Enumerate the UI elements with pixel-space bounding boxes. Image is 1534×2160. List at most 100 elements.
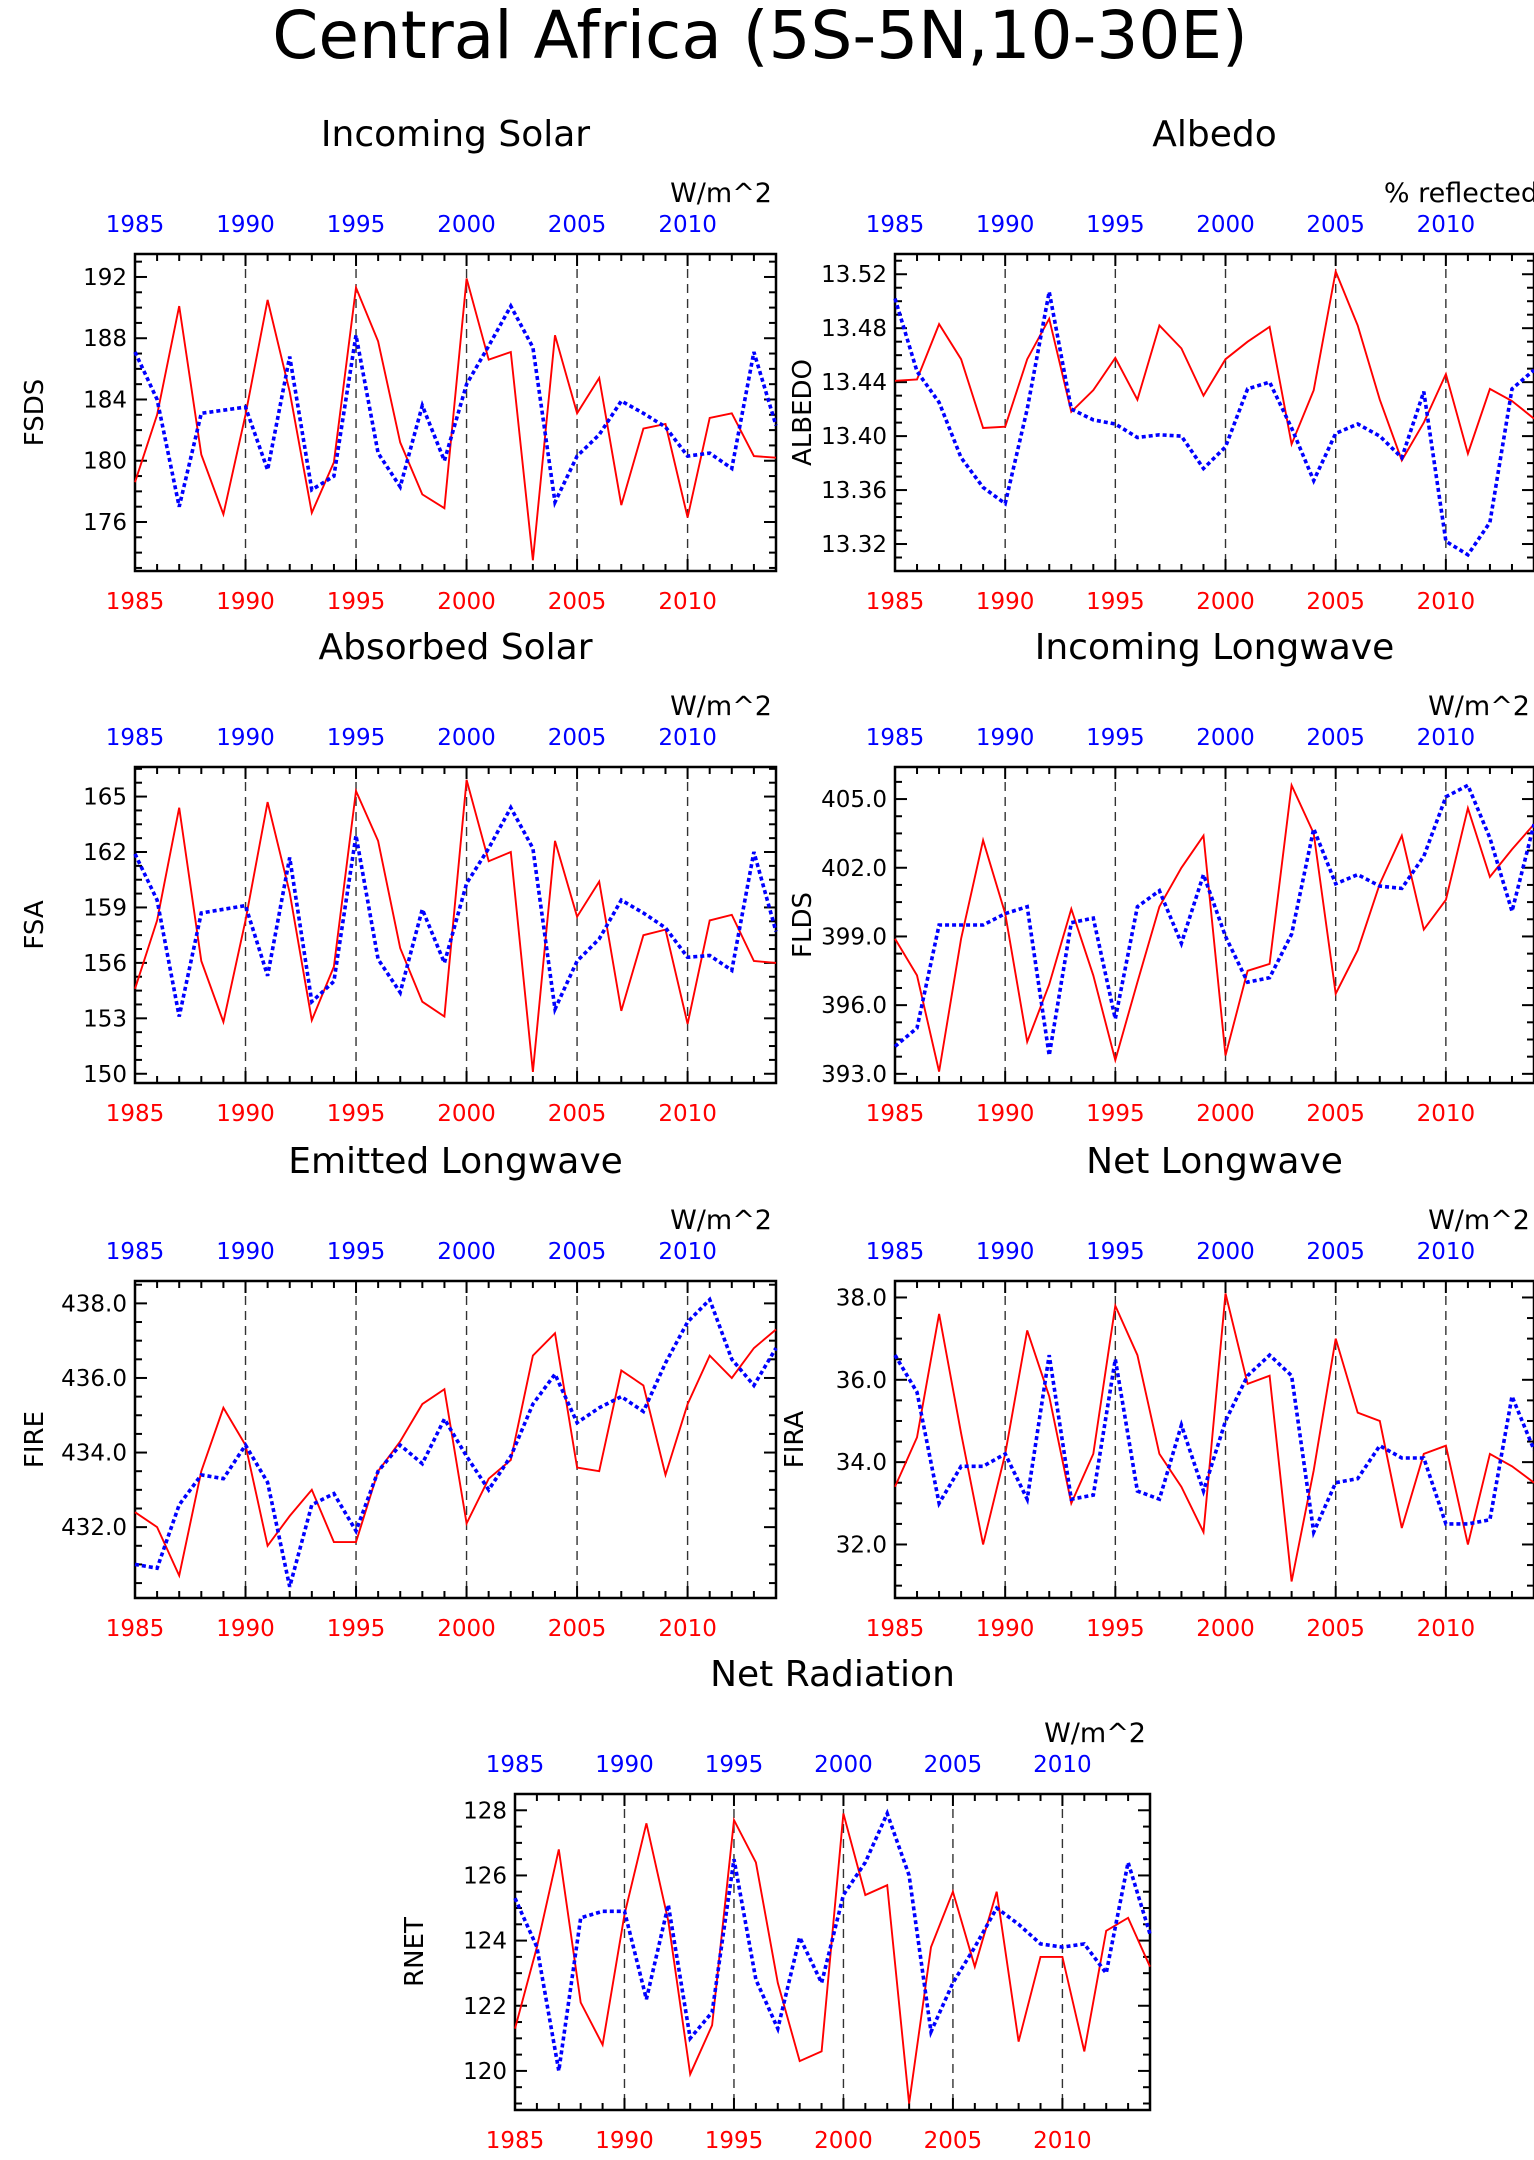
units-label: W/m^2 xyxy=(670,178,772,209)
series-line-dotted xyxy=(893,291,1534,558)
x-tick-label-bottom: 1985 xyxy=(866,1616,925,1642)
x-tick-label-top: 1985 xyxy=(866,725,925,751)
y-tick-label: 405.0 xyxy=(821,787,887,813)
y-tick-label: 13.52 xyxy=(821,262,887,288)
y-tick-label: 13.48 xyxy=(821,316,887,342)
x-tick-label-bottom: 1990 xyxy=(216,1616,275,1642)
x-tick-label-top: 1985 xyxy=(106,1239,165,1265)
series-line-solid xyxy=(894,781,1534,1072)
series-line-dotted xyxy=(893,782,1534,1056)
x-tick-label-top: 1985 xyxy=(866,212,925,238)
y-axis-label: RNET xyxy=(400,1917,430,1987)
y-tick-label: 393.0 xyxy=(821,1062,887,1088)
x-tick-label-bottom: 2010 xyxy=(1417,1101,1476,1127)
x-tick-label-bottom: 2005 xyxy=(548,1101,607,1127)
x-tick-label-top: 1995 xyxy=(1086,1239,1145,1265)
x-tick-label-bottom: 1990 xyxy=(216,1101,275,1127)
plot-frame xyxy=(133,1279,778,1600)
units-label: W/m^2 xyxy=(670,691,772,722)
y-tick-label: 402.0 xyxy=(821,856,887,882)
panel-6: Net Longwave W/m^2 1985 1985 1990 1990 1995 199… xyxy=(780,1141,1534,1642)
x-tick-label-bottom: 2000 xyxy=(437,589,496,615)
y-tick-label: 36.0 xyxy=(836,1368,887,1394)
x-tick-label-top: 1995 xyxy=(1086,725,1145,751)
x-tick-label-bottom: 2010 xyxy=(658,1616,717,1642)
x-tick-label-top: 1985 xyxy=(866,1239,925,1265)
x-tick-label-bottom: 1985 xyxy=(106,589,165,615)
x-tick-label-bottom: 2005 xyxy=(924,2128,983,2154)
y-tick-label: 184 xyxy=(83,387,127,413)
x-tick-label-top: 1990 xyxy=(976,725,1035,751)
panel-2: Albedo % reflected 1985 1985 1990 1990 1995 199… xyxy=(788,114,1534,615)
x-tick-label-top: 2010 xyxy=(1417,725,1476,751)
x-tick-label-top: 2005 xyxy=(1306,725,1365,751)
x-tick-label-top: 2010 xyxy=(1033,1752,1092,1778)
x-tick-label-bottom: 1990 xyxy=(976,589,1035,615)
y-tick-label: 436.0 xyxy=(61,1366,127,1392)
x-tick-label-bottom: 2010 xyxy=(1033,2128,1092,2154)
x-tick-label-bottom: 1995 xyxy=(327,589,386,615)
x-tick-label-top: 1985 xyxy=(106,725,165,751)
x-tick-label-bottom: 2005 xyxy=(1306,1616,1365,1642)
x-tick-label-top: 1995 xyxy=(327,212,386,238)
y-tick-label: 162 xyxy=(83,840,127,866)
panel-5: Emitted Longwave W/m^2 1985 1985 1990 1990 199… xyxy=(20,1141,778,1642)
x-tick-label-top: 2000 xyxy=(437,725,496,751)
series-line-solid xyxy=(134,278,777,561)
x-tick-label-bottom: 1985 xyxy=(106,1616,165,1642)
y-tick-label: 34.0 xyxy=(836,1450,887,1476)
x-tick-label-bottom: 2010 xyxy=(658,1101,717,1127)
panel-title: Absorbed Solar xyxy=(318,627,592,668)
x-tick-label-bottom: 1995 xyxy=(1086,1616,1145,1642)
x-tick-label-bottom: 1985 xyxy=(106,1101,165,1127)
x-tick-label-bottom: 1995 xyxy=(327,1101,386,1127)
units-label: W/m^2 xyxy=(1428,691,1530,722)
x-tick-label-top: 1995 xyxy=(327,1239,386,1265)
x-tick-label-bottom: 1990 xyxy=(595,2128,654,2154)
panel-title: Net Radiation xyxy=(710,1654,955,1695)
y-tick-label: 432.0 xyxy=(61,1515,127,1541)
y-tick-label: 13.40 xyxy=(821,424,887,450)
panel-3: Absorbed Solar W/m^2 1985 1985 1990 1990 1995 1… xyxy=(20,627,778,1127)
y-axis-label: FSDS xyxy=(20,379,50,447)
y-tick-label: 38.0 xyxy=(836,1285,887,1311)
units-label: % reflected xyxy=(1384,178,1534,209)
x-tick-label-bottom: 2010 xyxy=(1417,1616,1476,1642)
x-tick-label-top: 1985 xyxy=(106,212,165,238)
series-line-solid xyxy=(894,1293,1534,1582)
x-tick-label-top: 2005 xyxy=(1306,212,1365,238)
x-tick-label-top: 1985 xyxy=(486,1752,545,1778)
figure-title: Central Africa (5S-5N,10-30E) xyxy=(272,0,1248,74)
y-axis-label: FIRE xyxy=(20,1411,50,1468)
x-tick-label-bottom: 2000 xyxy=(1196,589,1255,615)
plot-frame xyxy=(893,252,1534,573)
x-tick-label-top: 1995 xyxy=(705,1752,764,1778)
series-line-dotted xyxy=(893,1352,1534,1539)
x-tick-label-top: 2000 xyxy=(437,212,496,238)
x-tick-label-bottom: 1990 xyxy=(976,1616,1035,1642)
x-tick-label-bottom: 2000 xyxy=(437,1101,496,1127)
y-tick-label: 128 xyxy=(463,1798,507,1824)
series-line-dotted xyxy=(513,1808,1152,2072)
x-tick-label-top: 1990 xyxy=(216,212,275,238)
x-tick-label-top: 2010 xyxy=(658,1239,717,1265)
x-tick-label-top: 1990 xyxy=(216,725,275,751)
plot-frame xyxy=(893,765,1534,1085)
x-tick-label-top: 2010 xyxy=(658,212,717,238)
x-tick-label-top: 2000 xyxy=(1196,1239,1255,1265)
x-tick-label-top: 1995 xyxy=(1086,212,1145,238)
series-line-solid xyxy=(894,268,1534,463)
x-tick-label-bottom: 2010 xyxy=(658,589,717,615)
units-label: W/m^2 xyxy=(670,1205,772,1236)
x-tick-label-bottom: 1985 xyxy=(486,2128,545,2154)
x-tick-label-bottom: 2005 xyxy=(548,1616,607,1642)
y-tick-label: 156 xyxy=(83,951,127,977)
y-tick-label: 176 xyxy=(83,510,127,536)
x-tick-label-top: 2005 xyxy=(1306,1239,1365,1265)
x-tick-label-top: 2010 xyxy=(1417,1239,1476,1265)
x-tick-label-bottom: 1995 xyxy=(1086,1101,1145,1127)
panel-title: Emitted Longwave xyxy=(288,1141,623,1182)
x-tick-label-top: 2005 xyxy=(548,725,607,751)
plot-frame xyxy=(513,1792,1152,2112)
y-tick-label: 180 xyxy=(83,449,127,475)
